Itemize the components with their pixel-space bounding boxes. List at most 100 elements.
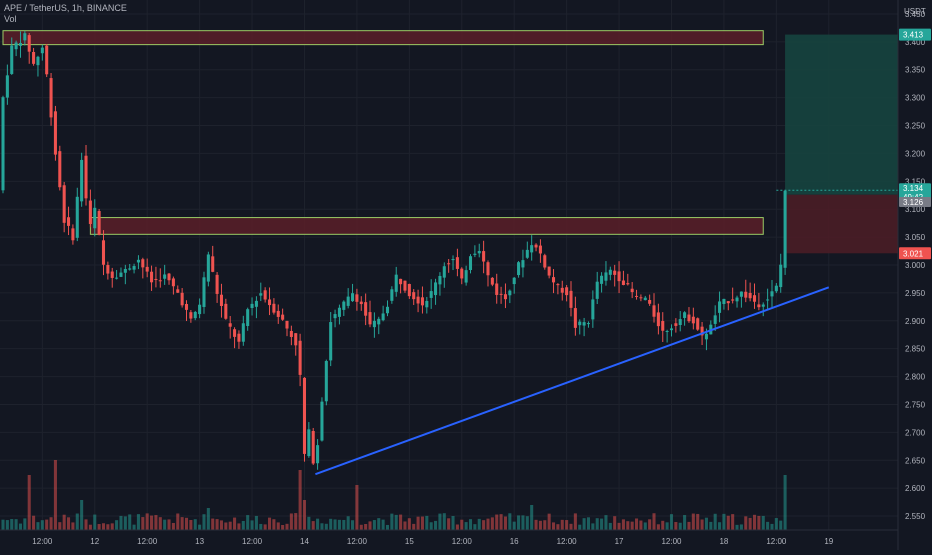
candle-body: [351, 293, 355, 302]
candle-body: [621, 280, 625, 285]
x-tick-label: 12:00: [766, 537, 787, 546]
entry-price-label: 3.126: [903, 198, 924, 207]
candle-body: [10, 45, 14, 74]
volume-bar: [779, 520, 783, 530]
volume-bar: [202, 514, 206, 530]
volume-bar: [573, 513, 577, 530]
candle-body: [184, 303, 189, 310]
volume-bar: [123, 516, 127, 530]
volume-bar: [770, 523, 774, 530]
volume-bar: [726, 515, 730, 530]
x-tick-label: 19: [824, 537, 833, 546]
candle-body: [228, 323, 232, 327]
volume-bar: [58, 522, 62, 530]
candle-body: [512, 277, 516, 285]
y-tick-label: 2.850: [905, 345, 926, 354]
volume-bar: [416, 516, 420, 530]
candle-body: [320, 401, 324, 441]
volume-bar: [551, 522, 556, 530]
candle-body: [774, 285, 778, 292]
volume-bar: [477, 518, 481, 530]
candle-body: [766, 299, 770, 301]
candle-body: [329, 322, 333, 361]
volume-bar: [438, 513, 442, 530]
candle-body: [403, 280, 407, 291]
candle-body: [477, 250, 481, 254]
candle-body: [316, 445, 320, 464]
candle-body: [394, 274, 398, 292]
volume-bar: [661, 520, 665, 530]
candle-body: [36, 56, 40, 66]
volume-bar: [351, 520, 355, 530]
candle-body: [189, 312, 193, 319]
candle-body: [385, 306, 390, 314]
candle-body: [14, 42, 18, 50]
candle-body: [648, 300, 652, 304]
candle-body: [761, 304, 765, 307]
candle-body: [224, 303, 228, 319]
candle-body: [739, 291, 743, 297]
candle-body: [586, 323, 591, 325]
volume-bar: [141, 517, 145, 530]
volume-bar: [233, 517, 237, 530]
candle-body: [128, 268, 132, 270]
candle-body: [276, 310, 280, 317]
x-tick-label: 12:00: [242, 537, 263, 546]
volume-indicator-label[interactable]: Vol: [4, 14, 17, 24]
candle-body: [97, 211, 101, 235]
x-tick-label: 15: [405, 537, 414, 546]
volume-bar: [700, 519, 704, 530]
candle-body: [656, 312, 660, 327]
candle-body: [538, 245, 542, 254]
volume-bar: [543, 520, 547, 530]
volume-bar: [678, 522, 682, 530]
candle-body: [525, 249, 529, 258]
zones-layer: [2, 30, 898, 254]
y-tick-label: 3.350: [905, 66, 926, 75]
price-axis: USDT 3.450 3.400 3.350 3.300 3.250 3.200 3.150…: [897, 0, 926, 550]
candle-body: [691, 316, 695, 324]
candle-body: [32, 52, 36, 64]
volume-bar: [289, 513, 293, 530]
volume-bar: [136, 514, 140, 530]
volume-bar: [259, 523, 263, 530]
volume-bar: [110, 523, 114, 530]
volume-bar: [346, 516, 350, 530]
candle-body: [272, 303, 276, 313]
volume-bar: [281, 524, 285, 530]
volume-bar: [683, 515, 687, 530]
volume-bar: [704, 517, 708, 530]
candle-body: [101, 240, 106, 265]
symbol-title[interactable]: APE / TetherUS, 1h, BINANCE: [4, 3, 127, 13]
candle-body: [517, 262, 521, 276]
candle-body: [333, 314, 337, 319]
volume-bar: [145, 513, 149, 530]
volume-bar: [329, 518, 333, 530]
y-tick-label: 3.200: [905, 149, 926, 158]
volume-bar: [451, 515, 455, 530]
volume-bar: [696, 513, 700, 530]
candle-body: [718, 301, 722, 313]
volume-bar: [377, 518, 381, 530]
candle-body: [58, 151, 62, 188]
ascending-trendline: [315, 286, 830, 476]
volume-bar: [495, 514, 499, 530]
volume-bar: [604, 515, 608, 530]
candle-body: [713, 315, 717, 324]
volume-bar: [648, 519, 652, 530]
candle-body: [1, 97, 5, 191]
candle-body: [451, 259, 455, 261]
trendline-layer: [315, 286, 830, 476]
volume-bar: [342, 519, 346, 530]
x-tick-label: 12:00: [661, 537, 682, 546]
volume-bar: [333, 519, 337, 530]
candle-body: [45, 45, 49, 75]
volume-bar: [263, 524, 267, 530]
candle-body: [626, 283, 630, 285]
candle-body: [425, 300, 429, 308]
candle-body: [486, 262, 490, 276]
volume-bar: [1, 519, 5, 530]
volume-bar: [687, 521, 691, 530]
